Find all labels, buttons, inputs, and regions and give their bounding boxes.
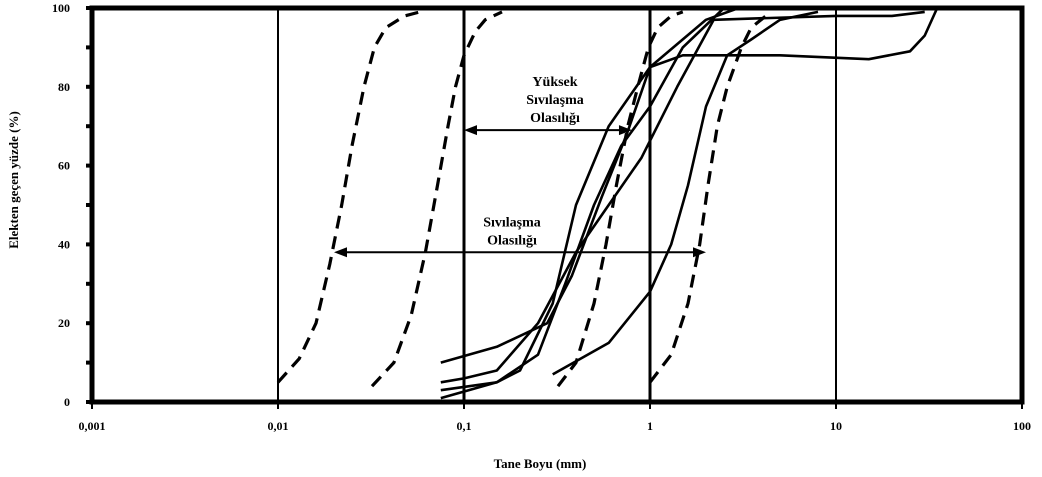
y-tick-label: 0 xyxy=(64,395,70,409)
annotation-layer: Yüksek Sıvılaşma Olasılığı Sıvılaşma Olasılı… xyxy=(333,75,706,258)
grid-layer xyxy=(277,8,837,402)
annotation-text: Olasılığı xyxy=(530,111,580,126)
y-axis-title: Elekten geçen yüzde (%) xyxy=(6,111,21,249)
y-tick-label: 40 xyxy=(58,237,70,251)
x-tick-label: 100 xyxy=(1013,419,1031,433)
annotation-text: Sıvılaşma xyxy=(526,93,584,108)
arrow-head-left xyxy=(333,247,347,258)
x-tick-label: 10 xyxy=(830,419,842,433)
gradation-curve xyxy=(552,10,819,376)
boundary-curve xyxy=(276,10,421,384)
frame-layer xyxy=(89,5,1025,405)
arrow-head-right xyxy=(692,247,706,258)
boundary-curve xyxy=(370,10,503,388)
annotation-text: Sıvılaşma xyxy=(483,215,541,230)
y-tick-label: 60 xyxy=(58,159,70,173)
x-axis-title: Tane Boyu (mm) xyxy=(494,456,587,471)
annotation-text: Olasılığı xyxy=(487,233,537,248)
curve-layer xyxy=(276,6,939,400)
x-tick-label: 0,1 xyxy=(457,419,472,433)
y-tick-label: 20 xyxy=(58,316,70,330)
annotation-text: Yüksek xyxy=(532,75,577,90)
y-tick-label: 100 xyxy=(52,1,70,15)
tick-layer: 0,001 0,01 0,1 1 10 100 0 20 40 60 80 100 xyxy=(52,1,1031,433)
gradation-curve xyxy=(440,6,762,392)
boundary-curve xyxy=(556,10,684,388)
x-tick-label: 1 xyxy=(647,419,653,433)
y-tick-label: 80 xyxy=(58,80,70,94)
x-tick-label: 0,01 xyxy=(268,419,289,433)
arrow-head-right xyxy=(618,125,632,136)
plot-frame xyxy=(89,5,1025,405)
boundary-curve xyxy=(648,14,767,384)
gradation-curve xyxy=(440,6,740,400)
arrow-head-left xyxy=(464,125,477,136)
gradation-curve xyxy=(440,10,925,384)
gradation-curve xyxy=(440,7,939,364)
x-tick-label: 0,001 xyxy=(79,419,106,433)
